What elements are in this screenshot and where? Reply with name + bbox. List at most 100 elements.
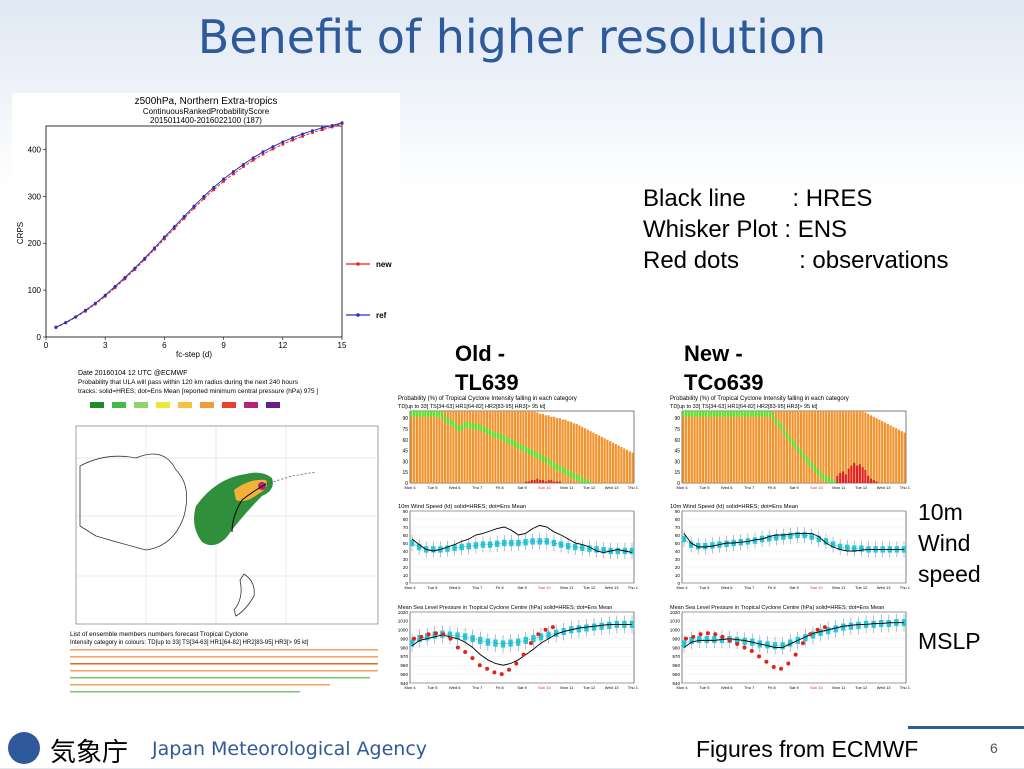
hr1-bar xyxy=(460,425,463,432)
mslp-observation-dot xyxy=(463,649,468,654)
mslp-ens-box xyxy=(742,637,747,645)
ts-bar xyxy=(774,411,777,483)
ts-bar xyxy=(527,411,531,483)
ts-bar xyxy=(777,411,780,483)
intensity-ytick-label: 75 xyxy=(674,427,680,433)
crps-point-new xyxy=(251,158,255,162)
hr1-bar xyxy=(415,411,419,417)
crps-ytick-label: 300 xyxy=(28,192,42,201)
mslp-observation-dot xyxy=(727,638,732,643)
hr1-bar xyxy=(561,467,564,473)
ts-bar xyxy=(687,411,691,483)
hr1-bar xyxy=(569,471,573,478)
intensity-ytick-label: 45 xyxy=(674,449,680,455)
hr1-bar xyxy=(544,457,547,463)
intensity-subtitle: TD[up to 33] TS[34-63] HR1[64-82] HR2[83… xyxy=(398,404,546,410)
ts-bar xyxy=(488,411,491,483)
ts-bar xyxy=(418,411,421,483)
date-tick-label: Thu 14 xyxy=(900,685,910,690)
date-tick-label: Wed 6 xyxy=(721,585,733,590)
ts-bar xyxy=(553,416,556,483)
ts-bar xyxy=(603,438,606,483)
ts-bar xyxy=(463,411,466,483)
ts-bar xyxy=(766,411,769,483)
crps-point-ref xyxy=(330,124,334,128)
crps-point-ref xyxy=(143,256,147,260)
ts-bar xyxy=(875,418,878,483)
crps-point-new xyxy=(271,147,275,151)
ts-bar xyxy=(415,411,419,483)
mslp-observation-dot xyxy=(771,665,776,670)
mslp-ytick-label: 940 xyxy=(400,681,408,686)
mslp-observation-dot xyxy=(499,672,504,677)
crps-point-ref xyxy=(74,315,78,319)
mslp-observation-dot xyxy=(426,632,431,637)
ts-bar xyxy=(869,415,873,483)
ts-bar xyxy=(625,449,629,483)
mslp-ens-box xyxy=(788,639,793,647)
hr1-bar xyxy=(427,411,430,417)
mslp-observation-dot xyxy=(793,652,798,657)
hr1-bar xyxy=(463,422,466,429)
map-footer-1: List of ensemble members numbers forecas… xyxy=(70,631,248,638)
old-model-label-2: TL639 xyxy=(455,370,519,395)
ts-bar xyxy=(853,411,856,483)
intensity-subtitle: TD[up to 33] TS[34-63] HR1[64-82] HR2[83… xyxy=(670,404,818,410)
hr2-bar xyxy=(850,465,853,483)
ts-bar xyxy=(441,411,444,483)
mslp-observation-dot xyxy=(433,631,438,636)
date-tick-label: Tue 12 xyxy=(583,485,596,490)
intensity-ytick-label: 90 xyxy=(402,416,408,422)
ts-bar xyxy=(595,434,598,483)
mslp-ens-box xyxy=(576,625,582,633)
date-tick-label: Mon 11 xyxy=(832,485,846,490)
mslp-title: Mean Sea Level Pressure in Tropical Cycl… xyxy=(398,605,612,611)
hr2-bar xyxy=(858,464,861,483)
intensity-ytick-label: 90 xyxy=(674,416,680,422)
ts-bar xyxy=(550,416,553,483)
ts-bar xyxy=(741,411,744,483)
hr1-bar xyxy=(541,455,545,462)
date-tick-label: Wed 13 xyxy=(605,485,619,490)
date-tick-label: Fri 8 xyxy=(768,485,777,490)
hr1-bar xyxy=(527,448,531,455)
ts-bar xyxy=(791,411,794,483)
map-header-3: tracks: solid=HRES; dot=Ens Mean [report… xyxy=(78,388,318,395)
ts-bar xyxy=(763,411,766,483)
mslp-ens-box xyxy=(500,640,506,648)
hr1-bar xyxy=(578,475,581,482)
crps-point-new xyxy=(222,179,226,183)
ts-bar xyxy=(600,436,603,483)
map-header-2: Probability that ULA will pass within 12… xyxy=(78,379,299,386)
mslp-observation-dot xyxy=(757,654,762,659)
mslp-observation-dot xyxy=(735,641,740,646)
ts-bar xyxy=(808,411,811,483)
date-tick-label: Wed 6 xyxy=(449,485,461,490)
wind-ens-box xyxy=(802,531,807,539)
hr2-bar xyxy=(533,480,536,483)
hr1-bar xyxy=(741,411,744,417)
crps-point-ref xyxy=(291,136,295,140)
ts-bar xyxy=(455,411,458,483)
crps-point-ref xyxy=(113,284,117,288)
hr1-bar xyxy=(690,411,693,417)
hr1-bar xyxy=(774,418,777,424)
hr1-bar xyxy=(830,478,833,483)
ts-bar xyxy=(872,416,875,483)
hr1-bar xyxy=(727,411,730,417)
crps-chart-panel: z500hPa, Northern Extra-tropics Continuo… xyxy=(12,93,400,363)
hr1-bar xyxy=(536,452,539,459)
date-tick-label: Mon 4 xyxy=(676,585,688,590)
wind-ens-box xyxy=(823,538,829,545)
ts-bar xyxy=(457,411,461,483)
intensity-title: Probability (%) of Tropical Cyclone Inte… xyxy=(670,396,849,402)
wind-ens-box xyxy=(587,545,592,552)
ts-bar xyxy=(710,411,713,483)
ts-bar xyxy=(505,411,508,483)
ts-bar xyxy=(424,411,427,483)
date-tick-label: Thu 14 xyxy=(628,485,638,490)
mslp-ens-box xyxy=(599,622,604,630)
crps-point-ref xyxy=(271,145,275,149)
hres-track xyxy=(231,483,267,533)
hr1-bar xyxy=(710,411,713,417)
